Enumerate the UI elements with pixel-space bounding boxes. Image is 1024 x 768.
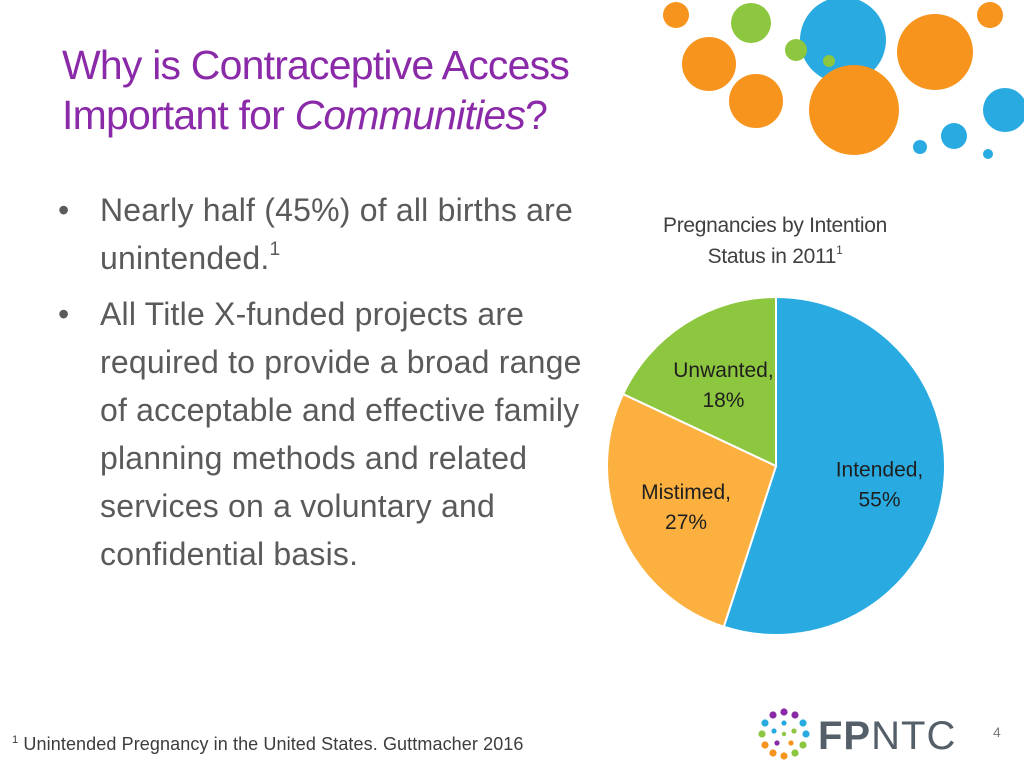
footnote-text: Unintended Pregnancy in the United State…	[23, 734, 524, 754]
pie-slice-intended	[722, 295, 946, 636]
blue-bubble	[941, 123, 967, 149]
footnote: 1 Unintended Pregnancy in the United Sta…	[12, 734, 524, 755]
footnote-marker: 1	[12, 734, 19, 747]
decorative-bubbles	[663, 0, 1024, 159]
bullet-citation: 1	[269, 238, 281, 260]
bullet-item: • All Title X-funded projects are requir…	[56, 290, 596, 578]
logo-ntc: NTC	[871, 714, 957, 758]
orange-bubble	[729, 74, 783, 128]
pie-label-unwanted: Unwanted, 18%	[673, 359, 773, 412]
blue-bubble	[800, 0, 886, 83]
orange-bubble	[809, 65, 899, 155]
bullet-text: All Title X-funded projects are required…	[100, 296, 582, 572]
green-bubble	[731, 3, 771, 43]
bullet-item: • Nearly half (45%) of all births are un…	[56, 186, 596, 282]
orange-bubble	[977, 2, 1003, 28]
chart-title-text: Status in 2011	[707, 245, 837, 268]
green-bubble	[823, 55, 835, 67]
orange-bubble	[897, 14, 973, 90]
bullet-list: • Nearly half (45%) of all births are un…	[56, 186, 596, 578]
title-line-1: Why is Contraceptive Access	[62, 42, 570, 88]
logo-fp: FP	[818, 714, 872, 758]
blue-bubble	[983, 88, 1024, 132]
orange-bubble	[682, 37, 736, 91]
slide-title: Why is Contraceptive Access Important fo…	[62, 40, 682, 140]
chart-title-citation: 1	[836, 245, 843, 258]
title-line-2: Important for Communities?	[62, 90, 682, 140]
green-bubble	[785, 39, 807, 61]
title-prefix: Important for	[62, 92, 295, 138]
pie-slice-unwanted	[621, 295, 777, 468]
title-suffix: ?	[525, 92, 548, 138]
logo-mark-icon	[758, 708, 810, 760]
blue-bubble	[913, 140, 927, 154]
page-number: 4	[993, 724, 1001, 740]
chart-title: Pregnancies by Intention Status in 20111	[630, 210, 920, 272]
bullet-text: Nearly half (45%) of all births are unin…	[100, 192, 573, 276]
chart-title-line-2: Status in 20111	[630, 241, 920, 272]
bullet-dot: •	[58, 192, 70, 228]
title-emphasis: Communities	[294, 92, 526, 138]
pie-slice-mistimed	[605, 392, 778, 628]
bullet-dot: •	[58, 296, 70, 332]
orange-bubble	[663, 2, 689, 28]
pie-label-intended: Intended, 55%	[836, 458, 924, 511]
pie-label-mistimed: Mistimed, 27%	[641, 481, 731, 534]
chart-title-line-1: Pregnancies by Intention	[663, 214, 887, 237]
logo-text: FPNTC	[818, 714, 956, 759]
blue-bubble	[983, 149, 993, 159]
fpntc-logo: FPNTC	[756, 706, 966, 762]
